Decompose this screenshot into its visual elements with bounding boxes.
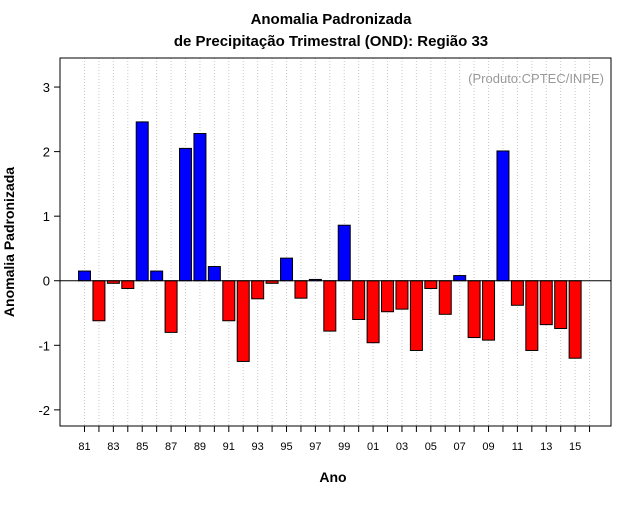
bar-06 (438, 280, 452, 315)
x-tick-label: 93 (252, 441, 264, 453)
bar-90 (207, 266, 221, 282)
chart-title-line2: de Precipitação Trimestral (OND): Região… (174, 33, 488, 50)
x-tick-label: 95 (280, 441, 292, 453)
bar-92 (236, 280, 250, 362)
x-tick-label: 83 (107, 441, 119, 453)
bar-09 (482, 280, 496, 341)
bar-03 (395, 280, 409, 310)
bar-93 (251, 280, 265, 300)
x-tick-label: 87 (165, 441, 177, 453)
plot-frame (59, 57, 612, 427)
bar-95 (280, 257, 294, 282)
x-tick-label: 15 (569, 441, 581, 453)
y-tick-label: 0 (43, 274, 50, 289)
x-tick-label: 03 (396, 441, 408, 453)
bar-14 (554, 280, 568, 330)
x-tick-label: 89 (194, 441, 206, 453)
x-tick-label: 97 (309, 441, 321, 453)
x-tick-label: 81 (78, 441, 90, 453)
bar-88 (179, 147, 193, 282)
bar-13 (539, 280, 553, 326)
bar-86 (150, 270, 164, 282)
y-tick-label: 3 (43, 80, 50, 95)
bar-87 (164, 280, 178, 333)
bar-05 (424, 280, 438, 289)
chart-title-line1: Anomalia Padronizada (251, 11, 413, 28)
bar-08 (467, 280, 481, 339)
x-tick-label: 85 (136, 441, 148, 453)
bar-15 (568, 280, 582, 359)
x-tick-label: 11 (512, 441, 523, 453)
bar-98 (323, 280, 337, 332)
bar-96 (294, 280, 308, 299)
bar-81 (78, 270, 91, 282)
bar-00 (352, 280, 366, 320)
bar-89 (193, 133, 207, 282)
x-axis: 81 83 85 87 89 91 93 95 97 99 01 03 05 07 09 11 13 15 (78, 426, 591, 453)
x-tick-label: 99 (338, 441, 350, 453)
bar-02 (381, 280, 395, 313)
y-axis-label: Anomalia Padronizada (1, 167, 17, 317)
x-tick-label: 05 (425, 441, 437, 453)
x-axis-label: Ano (319, 469, 346, 485)
watermark: (Produto:CPTEC/INPE) (468, 71, 604, 86)
bar-84 (121, 280, 135, 289)
bar-07 (453, 275, 467, 282)
grid-lines (84, 58, 591, 426)
bar-99 (337, 224, 351, 282)
y-tick-label: -2 (38, 403, 50, 418)
bar-04 (409, 280, 423, 351)
y-axis: -2 -1 0 1 2 3 (38, 80, 60, 418)
x-tick-label: 13 (540, 441, 552, 453)
y-tick-label: 1 (43, 209, 50, 224)
bar-85 (135, 121, 149, 282)
bar-01 (366, 280, 380, 344)
x-tick-label: 91 (223, 441, 235, 453)
bar-11 (510, 280, 524, 306)
y-tick-label: 2 (43, 145, 50, 160)
bar-91 (222, 280, 236, 322)
y-tick-label: -1 (38, 338, 50, 353)
x-tick-label: 09 (482, 441, 494, 453)
x-tick-label: 01 (367, 441, 379, 453)
bar-82 (92, 280, 106, 322)
x-tick-label: 07 (454, 441, 466, 453)
bar-12 (525, 280, 539, 351)
bar-10 (496, 150, 510, 282)
